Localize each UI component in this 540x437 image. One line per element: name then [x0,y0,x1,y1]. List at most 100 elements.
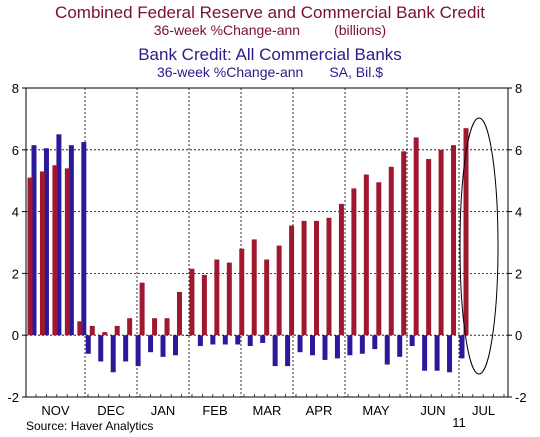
red-bar [426,159,432,336]
year-label: 11 [452,415,466,430]
red-bar [114,325,120,336]
blue-bar [135,335,141,367]
y-tick-label-right: 8 [515,81,522,96]
red-bar [363,174,369,336]
blue-bar [409,335,415,347]
chart-title: Combined Federal Reserve and Commercial … [55,3,485,22]
blue-bar [322,335,328,360]
red-bar [164,318,170,336]
red-bar [102,332,108,336]
red-bar [376,182,382,336]
red-bar [463,128,469,336]
blue-bar [272,335,278,367]
red-bar [276,245,282,336]
blue-bar [31,145,37,336]
x-tick-label: JUL [472,403,495,418]
blue-bar [81,142,87,336]
x-tick-label: MAY [362,403,390,418]
red-bar [176,291,182,336]
red-bar [89,325,95,336]
y-tick-label-right: 6 [515,143,522,158]
blue-bar [247,335,253,347]
red-bar [226,262,232,336]
blue-bar [98,335,104,362]
red-bar [201,274,207,336]
red-bar [401,151,407,336]
blue-bar [397,335,403,357]
blue-bar [310,335,316,356]
red-bar [139,282,145,336]
red-bar [39,171,45,336]
blue-bar [359,335,365,354]
red-bar [214,259,220,336]
red-bar [314,220,320,336]
blue-bar [123,335,129,362]
red-bar [413,137,419,336]
red-bar [127,318,133,336]
blue-bar [43,148,49,336]
x-tick-label: MAR [253,403,282,418]
red-bar [152,318,158,336]
subtitle-2-measure: 36-week %Change-ann [156,64,304,80]
y-tick-label-right: 2 [515,266,522,281]
blue-bar [68,145,74,336]
plot-frame [25,87,509,398]
blue-bar [434,335,440,371]
red-bar [264,259,270,336]
x-tick-label: FEB [202,403,227,418]
blue-bar [148,335,154,353]
red-bar [189,268,195,336]
blue-bar [160,335,166,357]
x-tick-label: JAN [151,403,176,418]
blue-bar [110,335,116,373]
red-bar [77,321,83,336]
blue-bar [384,335,390,365]
blue-bar [447,335,453,373]
red-bar [301,220,307,336]
y-tick-label-right: 4 [515,205,522,220]
blue-bar [347,335,353,356]
red-bar [64,168,70,336]
x-tick-label: DEC [97,403,124,418]
x-tick-label: APR [306,403,333,418]
red-bar [289,225,295,336]
x-tick-label: NOV [41,403,70,418]
chart-title-2: Bank Credit: All Commercial Banks [138,45,402,64]
blue-bar [172,335,178,356]
blue-bar [297,335,303,353]
blue-bar [459,335,465,359]
y-tick-label-left: 6 [12,143,19,158]
source-note: Source: Haver Analytics [26,419,154,433]
y-tick-label-left: 8 [12,81,19,96]
blue-bar [222,335,228,345]
red-bar [251,239,257,336]
red-bar [338,203,344,336]
red-bar [27,177,33,336]
blue-bar [85,335,91,354]
y-tick-label-left: 0 [12,328,19,343]
y-tick-label-right: -2 [515,390,527,405]
x-tick-label: JUN [420,403,445,418]
blue-bar [235,335,241,345]
red-bar [52,165,58,336]
blue-bar [372,335,378,350]
y-tick-label-left: -2 [7,390,19,405]
red-bar [438,149,444,336]
red-bar [351,188,357,336]
red-bar [326,217,332,336]
red-bar [388,166,394,336]
blue-bar [210,335,216,345]
subtitle-1-measure: 36-week %Change-ann [153,22,301,38]
blue-bar [56,134,62,336]
blue-bar [422,335,428,371]
chart-subtitle-1: 36-week %Change-ann (billions) [0,23,540,37]
y-tick-label-left: 4 [12,205,19,220]
highlight-ellipse [459,117,499,375]
blue-bar [197,335,203,347]
blue-bar [285,335,291,367]
blue-bar [334,335,340,359]
subtitle-2-unit: SA, Bil.$ [329,64,384,80]
subtitle-1-unit: (billions) [334,22,387,38]
chart-subtitle-2: 36-week %Change-ann SA, Bil.$ [0,65,540,79]
